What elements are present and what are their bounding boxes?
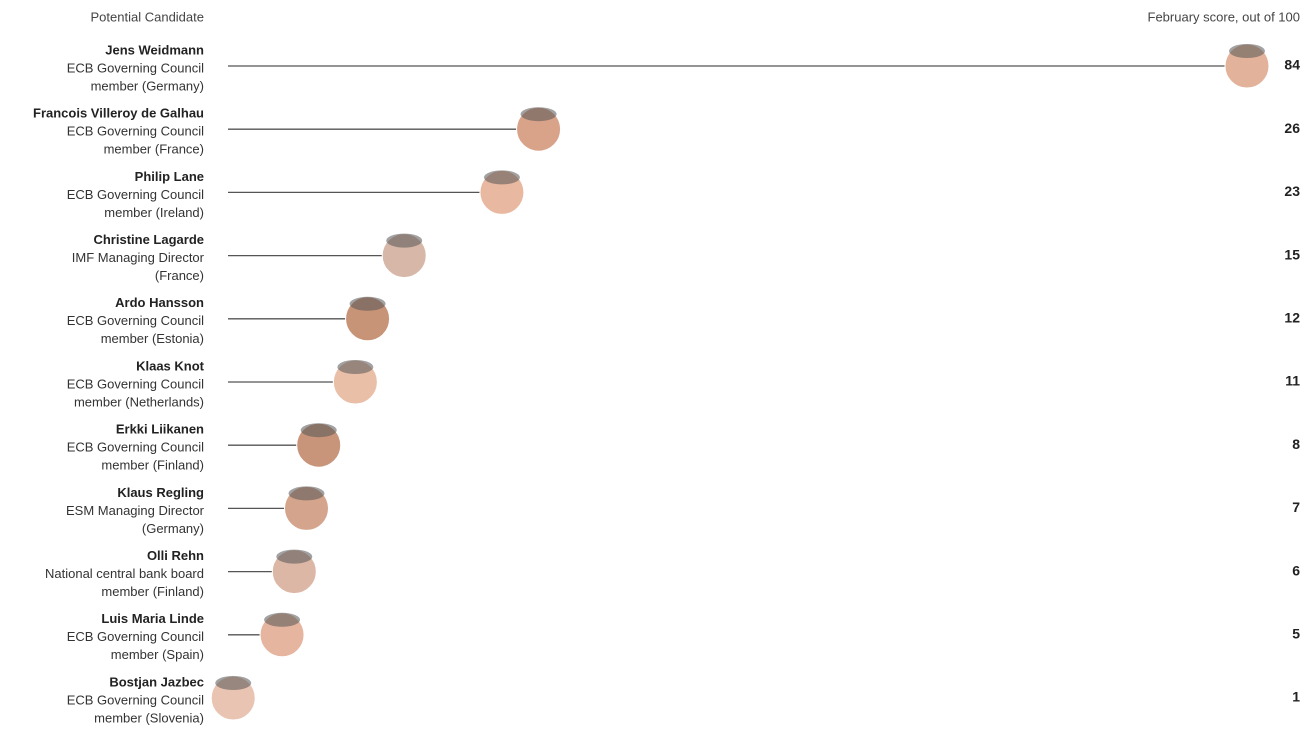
candidate-role: National central bank board <box>45 566 204 581</box>
value-label: 11 <box>1285 373 1300 389</box>
hair <box>1229 44 1265 58</box>
candidate-name: Erkki Liikanen <box>116 422 204 437</box>
candidate-role: ECB Governing Council <box>67 60 204 75</box>
category-header: Potential Candidate <box>91 9 204 24</box>
hair <box>483 170 520 185</box>
value-label: 8 <box>1292 436 1300 452</box>
candidate-name: Philip Lane <box>135 169 204 184</box>
candidate-role: member (Spain) <box>111 647 204 662</box>
hair <box>215 676 252 690</box>
value-label: 1 <box>1292 689 1300 705</box>
candidate-role: member (Finland) <box>101 584 204 599</box>
hair <box>520 107 557 122</box>
candidate-role: ECB Governing Council <box>67 692 204 707</box>
hair <box>349 296 386 311</box>
hair <box>264 612 301 627</box>
value-label: 26 <box>1284 120 1300 136</box>
candidate-role: ECB Governing Council <box>67 313 204 328</box>
candidate-role: ESM Managing Director <box>66 503 205 518</box>
candidate-role: member (Slovenia) <box>94 710 204 725</box>
value-label: 15 <box>1284 246 1300 262</box>
candidate-name: Christine Lagarde <box>93 232 204 247</box>
candidate-role: ECB Governing Council <box>67 124 204 139</box>
candidate-role: member (France) <box>104 142 204 157</box>
hair <box>276 549 313 564</box>
candidate-role: ECB Governing Council <box>67 187 204 202</box>
hair <box>337 360 374 374</box>
value-label: 5 <box>1292 626 1300 642</box>
hair <box>300 423 337 438</box>
hair <box>288 486 325 501</box>
candidate-name: Jens Weidmann <box>105 42 204 57</box>
candidate-role: (Germany) <box>142 521 204 536</box>
candidate-name: Klaus Regling <box>117 485 204 500</box>
value-label: 12 <box>1284 310 1300 326</box>
candidate-role: member (Finland) <box>101 458 204 473</box>
candidate-role: member (Netherlands) <box>74 394 204 409</box>
candidate-name: Ardo Hansson <box>115 295 204 310</box>
candidate-role: ECB Governing Council <box>67 440 204 455</box>
candidate-role: member (Germany) <box>91 78 204 93</box>
candidate-name: Bostjan Jazbec <box>109 674 204 689</box>
value-label: 84 <box>1284 57 1300 73</box>
value-header: February score, out of 100 <box>1148 9 1300 24</box>
candidate-name: Olli Rehn <box>147 548 204 563</box>
candidate-role: member (Ireland) <box>104 205 204 220</box>
candidate-role: member (Estonia) <box>101 331 204 346</box>
value-label: 7 <box>1292 499 1300 515</box>
candidate-role: IMF Managing Director <box>72 250 205 265</box>
candidate-role: (France) <box>155 268 204 283</box>
value-label: 23 <box>1284 183 1300 199</box>
candidate-role: ECB Governing Council <box>67 629 204 644</box>
candidate-role: ECB Governing Council <box>67 376 204 391</box>
hair <box>386 233 423 248</box>
candidate-name: Klaas Knot <box>136 358 205 373</box>
candidate-name: Francois Villeroy de Galhau <box>33 106 204 121</box>
value-label: 6 <box>1292 562 1300 578</box>
candidate-name: Luis Maria Linde <box>101 611 204 626</box>
